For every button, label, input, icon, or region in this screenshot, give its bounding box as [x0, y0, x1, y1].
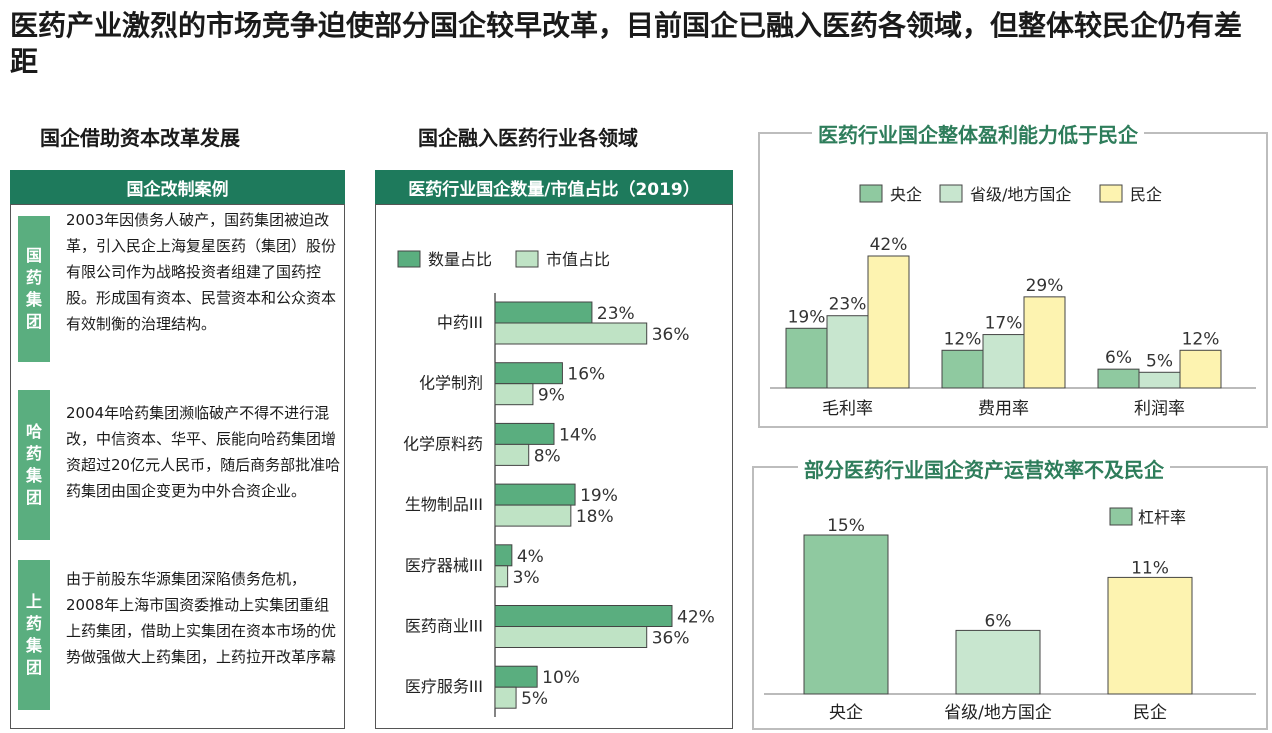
- category-label: 毛利率: [822, 399, 873, 419]
- bar-count: [494, 605, 673, 627]
- bar-data-label: 29%: [1026, 276, 1064, 296]
- bar-count: [494, 544, 513, 567]
- case-label-hayao: 哈药集团: [18, 390, 50, 540]
- bar: [1138, 371, 1181, 389]
- middle-section-heading: 国企融入医药行业各领域: [418, 126, 638, 150]
- bar-data-label: 12%: [944, 329, 982, 349]
- bar: [1179, 349, 1222, 389]
- bar-data-label: 5%: [1146, 351, 1173, 371]
- bar-data-label: 9%: [538, 386, 565, 406]
- bar-value: [494, 686, 517, 709]
- legend-swatch-0: [397, 250, 421, 268]
- legend-swatch-0: [859, 184, 883, 203]
- bar: [1097, 368, 1140, 389]
- bar-data-label: 12%: [1182, 329, 1220, 349]
- case-text-shangyao: 由于前股东华源集团深陷债务危机，2008年上海市国资委推动上实集团重组上药集团，…: [66, 570, 337, 666]
- bar-data-label: 36%: [652, 325, 690, 345]
- chart1-banner: 医药行业国企数量/市值占比（2019）: [375, 170, 733, 204]
- case-label-shangyao: 上药集团: [18, 560, 50, 710]
- bar-data-label: 10%: [542, 668, 580, 688]
- bar-data-label: 23%: [829, 295, 867, 315]
- legend-label-0: 央企: [890, 185, 922, 204]
- bar-data-label: 4%: [517, 547, 544, 567]
- bar-data-label: 5%: [521, 689, 548, 709]
- bar: [955, 629, 1041, 695]
- category-label: 利润率: [1134, 399, 1185, 419]
- case-text-hayao: 2004年哈药集团濒临破产不得不进行混改，中信资本、华平、辰能向哈药集团增资超过…: [66, 404, 341, 500]
- profit-chart-heading: 医药行业国企整体盈利能力低于民企: [812, 119, 1144, 148]
- bar-data-label: 19%: [580, 486, 618, 506]
- legend-swatch-1: [939, 184, 963, 203]
- bar: [941, 349, 984, 389]
- legend-label: 杠杆率: [1138, 508, 1186, 527]
- case-box: [10, 204, 345, 729]
- case-banner: 国企改制案例: [10, 170, 345, 204]
- category-label: 化学制剂: [419, 374, 483, 393]
- category-label: 中药III: [437, 313, 483, 332]
- bar: [1107, 576, 1193, 695]
- chart1-box: [375, 204, 733, 729]
- bar-count: [494, 362, 563, 385]
- page-title: 医药产业激烈的市场竞争迫使部分国企较早改革，目前国企已融入医药各领域，但整体较民…: [10, 9, 1243, 78]
- bar: [982, 334, 1025, 389]
- case-label-guoyao: 国药集团: [18, 216, 50, 362]
- legend-swatch: [1109, 507, 1133, 526]
- category-label: 化学原料药: [403, 434, 483, 453]
- bar-data-label: 36%: [652, 629, 690, 649]
- bar-count: [494, 665, 538, 688]
- bar-value: [494, 504, 572, 527]
- chart-leverage: 杠杆率 15% 央企 6% 省级/地方国企 11% 民企: [764, 507, 1256, 723]
- category-label: 医疗服务III: [405, 677, 483, 696]
- legend-swatch-2: [1099, 184, 1123, 203]
- bar-data-label: 14%: [559, 425, 597, 445]
- category-label: 民企: [1133, 703, 1167, 723]
- case-text-guoyao: 2003年因债务人破产，国药集团被迫改革，引入民企上海复星医药（集团）股份有限公…: [66, 211, 337, 333]
- bar-data-label: 3%: [513, 568, 540, 588]
- bar-count: [494, 483, 576, 506]
- bar-data-label: 16%: [567, 365, 605, 385]
- bar-data-label: 8%: [534, 446, 561, 466]
- bar-data-label: 42%: [870, 235, 908, 255]
- legend-label-0: 数量占比: [428, 250, 492, 269]
- category-label: 医疗器械III: [405, 556, 483, 575]
- bar: [1023, 296, 1066, 389]
- bar-data-label: 23%: [597, 304, 635, 324]
- bar-value: [494, 565, 509, 588]
- left-section-heading: 国企借助资本改革发展: [40, 126, 240, 150]
- bar-value: [494, 626, 648, 648]
- bar-data-label: 42%: [677, 608, 715, 628]
- bar-value: [494, 322, 648, 345]
- bar-value: [494, 383, 534, 406]
- bar: [867, 255, 910, 389]
- category-label: 央企: [829, 703, 863, 723]
- bar-count: [494, 301, 593, 324]
- legend-label-1: 市值占比: [546, 250, 610, 269]
- legend-label-1: 省级/地方国企: [970, 185, 1071, 204]
- bar-value: [494, 443, 530, 466]
- bar-data-label: 15%: [827, 516, 865, 536]
- legend-swatch-1: [515, 250, 539, 268]
- category-label: 医药商业III: [405, 617, 483, 636]
- bar-data-label: 6%: [1105, 348, 1132, 368]
- leverage-chart-heading: 部分医药行业国企资产运营效率不及民企: [798, 454, 1170, 483]
- bar: [803, 534, 889, 695]
- bar-data-label: 11%: [1131, 558, 1169, 578]
- category-label: 费用率: [978, 399, 1029, 419]
- bar-data-label: 18%: [576, 507, 614, 527]
- bar-data-label: 19%: [788, 307, 826, 327]
- category-label: 生物制品III: [405, 495, 483, 514]
- bar-data-label: 17%: [985, 314, 1023, 334]
- category-label: 省级/地方国企: [944, 703, 1052, 723]
- bar: [826, 315, 869, 389]
- legend-label-2: 民企: [1130, 185, 1162, 204]
- bar-count: [494, 422, 555, 445]
- bar: [785, 327, 828, 389]
- bar-data-label: 6%: [985, 611, 1012, 631]
